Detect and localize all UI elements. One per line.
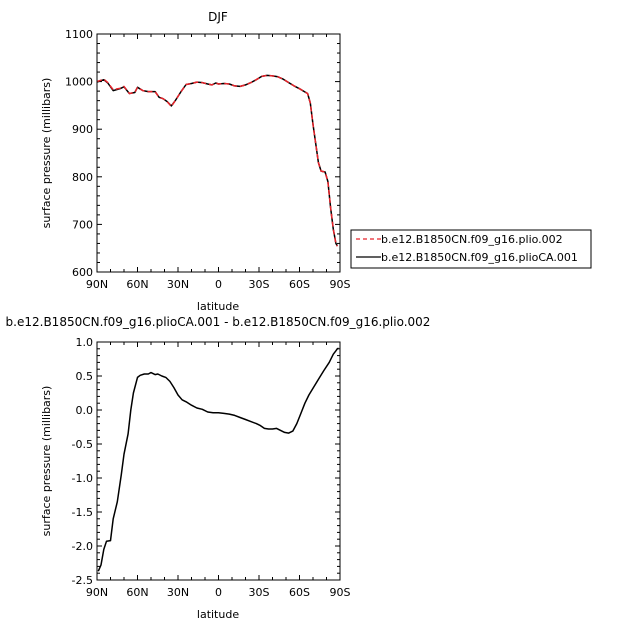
bottom-x-tick-label: 30S xyxy=(249,586,270,599)
bottom-y-tick-label: -2.5 xyxy=(72,574,93,587)
chart-top-ticks: 90N 60N 30N 0 30S 60S 90S 600 700 800 900 1000 1100 xyxy=(65,28,351,291)
bottom-x-tick-label: 60S xyxy=(289,586,310,599)
top-y-tick-label: 600 xyxy=(72,266,93,279)
bottom-x-tick-label: 30N xyxy=(167,586,189,599)
chart-top-frame xyxy=(96,33,341,273)
top-x-tick-label: 90N xyxy=(86,278,108,291)
top-x-tick-label: 60S xyxy=(289,278,310,291)
legend: b.e12.B1850CN.f09_g16.plio.002 b.e12.B18… xyxy=(350,229,592,269)
top-series-line-1 xyxy=(96,74,338,247)
bottom-x-tick-label: 90S xyxy=(330,586,351,599)
chart-top-xlabel: latitude xyxy=(197,300,239,313)
bottom-series-line-0 xyxy=(97,347,339,572)
top-x-tick-label: 0 xyxy=(215,278,222,291)
top-y-tick-label: 800 xyxy=(72,171,93,184)
chart-top: DJF 90N 60N 30N 0 30S 60S 90S 600 700 800 900 1000 1… xyxy=(40,10,351,313)
legend-label-plioca-001: b.e12.B1850CN.f09_g16.plioCA.001 xyxy=(381,251,578,264)
chart-top-ylabel: surface pressure (millibars) xyxy=(40,78,53,229)
chart-bottom-series xyxy=(97,347,339,572)
bottom-x-tick-label: 90N xyxy=(86,586,108,599)
bottom-x-tick-label: 0 xyxy=(215,586,222,599)
bottom-y-tick-label: -0.5 xyxy=(72,438,93,451)
top-y-tick-label: 900 xyxy=(72,123,93,136)
top-x-tick-label: 30S xyxy=(249,278,270,291)
chart-top-title: DJF xyxy=(208,10,228,24)
bottom-x-tick-label: 60N xyxy=(126,586,148,599)
chart-bottom-title: b.e12.B1850CN.f09_g16.plioCA.001 - b.e12… xyxy=(6,315,431,329)
legend-box xyxy=(350,229,592,269)
bottom-y-tick-label: -2.0 xyxy=(72,540,93,553)
top-y-tick-label: 700 xyxy=(72,218,93,231)
bottom-y-tick-label: -1.5 xyxy=(72,506,93,519)
chart-bottom-frame xyxy=(96,341,341,581)
top-y-tick-label: 1000 xyxy=(65,76,93,89)
top-x-tick-label: 90S xyxy=(330,278,351,291)
top-series-line-0 xyxy=(96,74,338,247)
chart-bottom: b.e12.B1850CN.f09_g16.plioCA.001 - b.e12… xyxy=(6,315,431,621)
top-x-tick-label: 30N xyxy=(167,278,189,291)
chart-bottom-ticks: 90N 60N 30N 0 30S 60S 90S -2.5 -2.0 -1.5 -1.0 -0.5 0… xyxy=(72,336,351,599)
chart-bottom-ylabel: surface pressure (millibars) xyxy=(40,386,53,537)
bottom-y-tick-label: 0.0 xyxy=(76,404,94,417)
top-y-tick-label: 1100 xyxy=(65,28,93,41)
chart-top-series xyxy=(96,74,338,247)
top-x-tick-label: 60N xyxy=(126,278,148,291)
bottom-y-tick-label: -1.0 xyxy=(72,472,93,485)
bottom-y-tick-label: 0.5 xyxy=(76,370,94,383)
bottom-y-tick-label: 1.0 xyxy=(76,336,94,349)
chart-bottom-xlabel: latitude xyxy=(197,608,239,621)
legend-label-plio-002: b.e12.B1850CN.f09_g16.plio.002 xyxy=(381,233,563,246)
